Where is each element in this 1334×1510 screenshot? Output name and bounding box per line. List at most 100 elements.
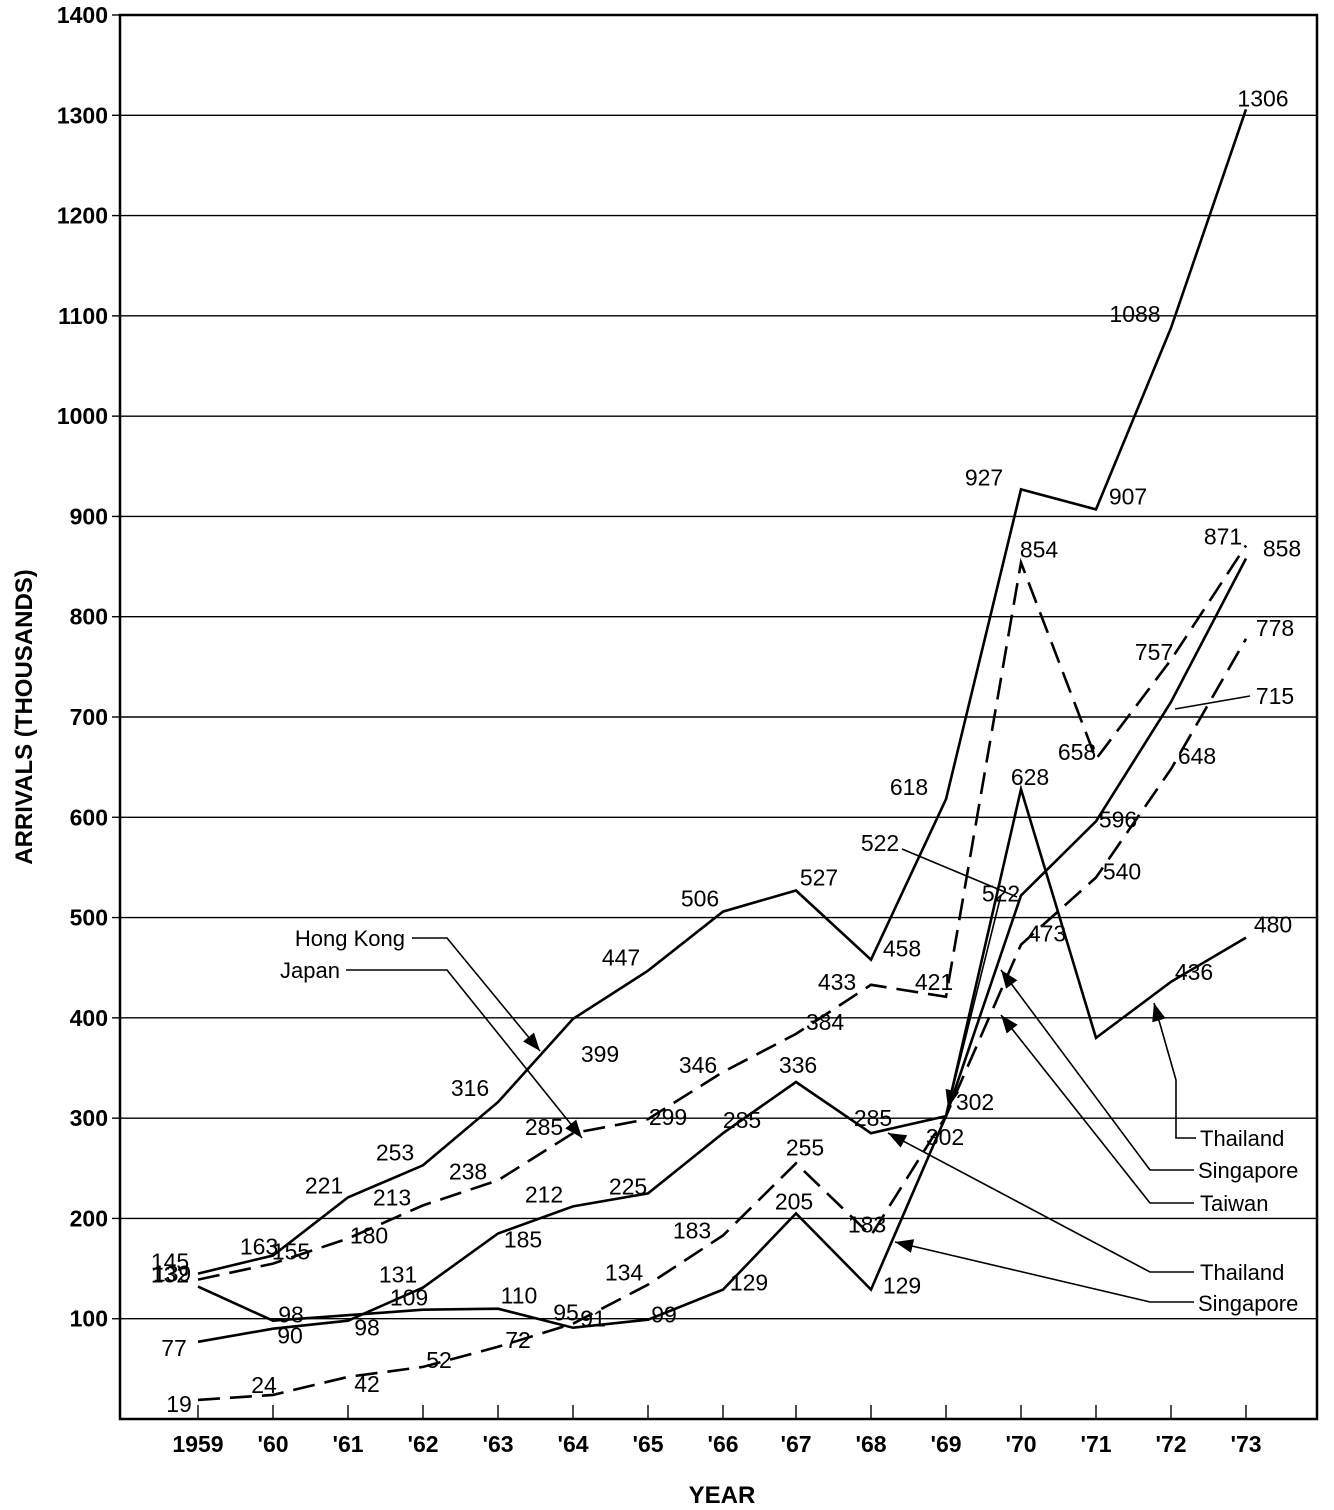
x-tick-label: '72 bbox=[1155, 1431, 1186, 1457]
singapore-value-label: 132 bbox=[151, 1262, 189, 1288]
y-tick-label: 1100 bbox=[58, 303, 108, 329]
y-tick-label: 100 bbox=[70, 1306, 108, 1332]
taiwan-value-label: 715 bbox=[1256, 683, 1294, 709]
thailand-top-legend-label: Thailand bbox=[1200, 1126, 1284, 1151]
y-tick-label: 1400 bbox=[57, 2, 108, 28]
singapore-value-label: 628 bbox=[1011, 764, 1049, 790]
x-axis-ticks: 1959 '60 '61 '62 '63 '64 '65 '66 '67 '68 '69 '70 '71… bbox=[172, 1405, 1262, 1457]
y-tick-label: 1200 bbox=[57, 203, 108, 229]
japan-value-label: 285 bbox=[525, 1114, 563, 1140]
taiwan-legend-arrow bbox=[1001, 1015, 1018, 1034]
thailand-value-label: 19 bbox=[166, 1391, 192, 1417]
thailand-value-label: 95 bbox=[553, 1300, 579, 1326]
x-tick-label: 1959 bbox=[172, 1431, 223, 1457]
singapore-value-label: 99 bbox=[651, 1302, 677, 1328]
hong-kong-line bbox=[197, 108, 1248, 1275]
x-tick-label: '63 bbox=[482, 1431, 513, 1457]
legend-callouts: Hong Kong Japan Thailand Singapore Taiwan Tha… bbox=[280, 695, 1298, 1316]
x-tick-label: '65 bbox=[632, 1431, 663, 1457]
thailand-value-label: 42 bbox=[354, 1371, 380, 1397]
gridlines bbox=[120, 114, 1317, 1320]
japan-value-label: 213 bbox=[373, 1184, 411, 1210]
singapore-value-label: 436 bbox=[1175, 959, 1213, 985]
hong-kong-value-label: 618 bbox=[890, 774, 928, 800]
hong-kong-value-label: 447 bbox=[602, 945, 640, 971]
japan-value-label: 238 bbox=[449, 1158, 487, 1184]
x-tick-label: '61 bbox=[332, 1431, 363, 1457]
taiwan-value-label: 336 bbox=[779, 1052, 817, 1078]
thailand-value-label: 134 bbox=[605, 1260, 644, 1286]
hong-kong-legend-label: Hong Kong bbox=[295, 926, 405, 951]
thailand-top-legend-leader bbox=[1153, 1002, 1196, 1139]
x-tick-label: '68 bbox=[855, 1431, 886, 1457]
hong-kong-value-label: 907 bbox=[1109, 483, 1147, 509]
thailand-value-label: 540 bbox=[1103, 858, 1141, 884]
japan-value-label: 299 bbox=[649, 1104, 687, 1130]
thailand-value-label: 52 bbox=[426, 1347, 452, 1373]
thailand-top-legend-arrow bbox=[1152, 1003, 1166, 1023]
taiwan-line bbox=[197, 557, 1248, 1344]
japan-value-label: 854 bbox=[1020, 537, 1059, 563]
japan-value-label: 757 bbox=[1135, 639, 1173, 665]
japan-legend-arrow bbox=[565, 1119, 582, 1138]
x-tick-label: '66 bbox=[707, 1431, 738, 1457]
singapore-value-label: 302 bbox=[956, 1089, 994, 1115]
taiwan-value-label: 285 bbox=[723, 1107, 761, 1133]
hong-kong-legend-arrow bbox=[523, 1032, 540, 1051]
taiwan-value-label: 185 bbox=[504, 1226, 542, 1252]
singapore-top-legend-leader bbox=[1000, 969, 1194, 1171]
y-tick-label: 700 bbox=[70, 704, 108, 730]
thailand-value-label: 648 bbox=[1178, 743, 1216, 769]
converging-arrow bbox=[945, 1088, 960, 1108]
singapore-value-label: 129 bbox=[883, 1273, 921, 1299]
thailand-value-label: 473 bbox=[1028, 921, 1066, 947]
y-tick-label: 200 bbox=[70, 1205, 108, 1231]
data-labels: 1451632212533163994475065274586189279071… bbox=[151, 85, 1301, 1417]
taiwan-value-label: 285 bbox=[854, 1105, 892, 1131]
y-tick-label: 400 bbox=[70, 1005, 108, 1031]
singapore-value-label: 205 bbox=[775, 1188, 813, 1214]
taiwan-label-leader bbox=[901, 848, 1018, 898]
hong-kong-value-label: 527 bbox=[800, 864, 838, 890]
thailand-bottom-legend-leader bbox=[887, 1132, 1194, 1273]
x-tick-label: '64 bbox=[557, 1431, 588, 1457]
singapore-value-label: 98 bbox=[278, 1302, 304, 1328]
singapore-bottom-legend-leader bbox=[894, 1241, 1194, 1303]
singapore-top-legend-label: Singapore bbox=[1198, 1158, 1298, 1183]
y-tick-label: 1000 bbox=[57, 403, 108, 429]
taiwan-value-label: 131 bbox=[379, 1262, 417, 1288]
taiwan-value-label: 225 bbox=[609, 1173, 647, 1199]
converging-leader bbox=[947, 894, 1002, 1109]
singapore-top-legend-arrow bbox=[1001, 970, 1018, 989]
japan-value-label: 871 bbox=[1204, 524, 1242, 550]
x-tick-label: '60 bbox=[257, 1431, 288, 1457]
taiwan-label-leader bbox=[1174, 695, 1251, 710]
y-tick-label: 800 bbox=[70, 604, 108, 630]
taiwan-legend-label: Taiwan bbox=[1200, 1191, 1268, 1216]
y-tick-label: 1300 bbox=[57, 102, 108, 128]
singapore-bottom-legend-arrow bbox=[895, 1239, 915, 1253]
hong-kong-value-label: 458 bbox=[883, 936, 921, 962]
singapore-value-label: 129 bbox=[730, 1270, 768, 1296]
japan-value-label: 384 bbox=[806, 1009, 845, 1035]
thailand-value-label: 255 bbox=[786, 1134, 824, 1160]
y-axis-ticks: 100 200 300 400 500 600 700 800 900 1000 1100 1200 1… bbox=[57, 2, 120, 1332]
x-tick-label: '62 bbox=[407, 1431, 438, 1457]
x-tick-label: '71 bbox=[1080, 1431, 1111, 1457]
hong-kong-value-label: 927 bbox=[965, 464, 1003, 490]
y-tick-label: 600 bbox=[70, 804, 108, 830]
thailand-bottom-legend-arrow bbox=[888, 1133, 908, 1148]
japan-value-label: 139 bbox=[153, 1261, 191, 1287]
japan-legend-label: Japan bbox=[280, 958, 340, 983]
taiwan-value-label: 522 bbox=[861, 830, 899, 856]
japan-value-label: 421 bbox=[915, 969, 953, 995]
x-tick-label: '67 bbox=[780, 1431, 811, 1457]
thailand-value-label: 72 bbox=[505, 1327, 531, 1353]
hong-kong-value-label: 506 bbox=[681, 886, 719, 912]
singapore-bottom-legend-label: Singapore bbox=[1198, 1291, 1298, 1316]
plot-frame bbox=[118, 13, 1319, 1421]
thailand-line bbox=[197, 638, 1248, 1402]
hong-kong-value-label: 163 bbox=[240, 1234, 278, 1260]
hong-kong-value-label: 1306 bbox=[1237, 85, 1288, 111]
